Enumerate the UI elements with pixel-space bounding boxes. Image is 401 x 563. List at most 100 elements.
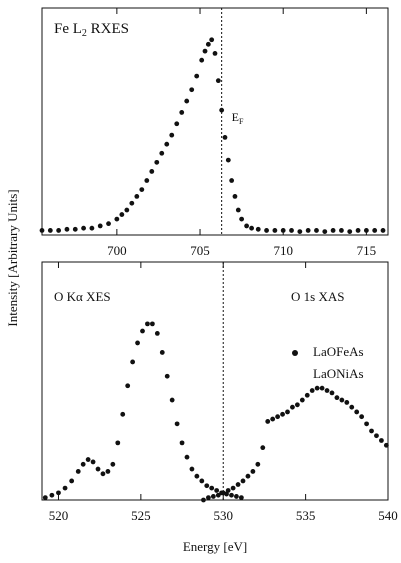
data-point [339, 397, 345, 403]
data-point [184, 98, 190, 104]
data-point [49, 492, 55, 498]
data-point [297, 229, 303, 234]
data-point [245, 473, 251, 479]
data-point [210, 494, 216, 499]
x-tick-label: 520 [49, 508, 69, 523]
data-point [230, 485, 236, 491]
annotation: O Kα XES [54, 289, 111, 304]
legend-marker [292, 350, 298, 356]
data-point [90, 459, 96, 465]
data-point [179, 110, 185, 115]
data-point [289, 228, 294, 233]
data-point [189, 87, 195, 93]
data-point [154, 159, 160, 165]
data-point [81, 225, 86, 231]
data-point [374, 433, 379, 439]
data-point [290, 404, 295, 410]
data-point [255, 226, 261, 232]
legend-label: LaONiAs [313, 366, 364, 381]
data-point [215, 492, 221, 498]
data-point [164, 141, 170, 147]
data-point [135, 340, 140, 346]
data-point [129, 200, 135, 206]
data-point [225, 488, 231, 493]
data-point [199, 57, 205, 63]
data-point [285, 409, 290, 415]
data-point [309, 388, 315, 393]
data-point [314, 228, 319, 233]
data-point [144, 178, 150, 183]
data-point [304, 392, 310, 398]
data-point [75, 469, 81, 474]
data-point [201, 497, 206, 503]
data-point [159, 350, 165, 355]
data-point [205, 41, 211, 47]
data-point [363, 228, 369, 233]
data-point [179, 440, 185, 446]
data-point [232, 194, 238, 199]
x-axis-label: Energy [eV] [183, 539, 247, 554]
data-point [164, 373, 170, 379]
data-point [265, 419, 271, 424]
y-axis-label: Intensity [Arbitrary Units] [5, 189, 20, 326]
data-point [130, 359, 136, 365]
data-point [347, 229, 353, 234]
data-point [219, 107, 225, 113]
data-point [106, 221, 111, 227]
data-point [199, 478, 205, 484]
data-point [369, 428, 374, 434]
plot-frame [41, 7, 389, 236]
data-point [149, 169, 155, 174]
data-point [239, 216, 245, 222]
data-point [314, 385, 320, 391]
data-point [229, 178, 235, 183]
data-point [244, 223, 250, 229]
data-point [169, 397, 175, 403]
data-point [344, 400, 350, 405]
data-point [379, 438, 384, 443]
data-point [100, 471, 106, 477]
data-point [124, 207, 130, 213]
data-point [56, 490, 61, 496]
data-point [184, 454, 190, 460]
data-point [270, 416, 276, 422]
fermi-label-part: E [232, 110, 239, 124]
fermi-label: EF [232, 110, 244, 126]
data-point [204, 483, 210, 489]
data-point [47, 228, 53, 233]
data-point [154, 331, 160, 336]
data-point [355, 228, 361, 233]
data-point [56, 228, 62, 233]
data-point [299, 397, 305, 403]
data-point [322, 229, 328, 234]
data-point [72, 226, 78, 232]
data-point [364, 421, 369, 427]
panel-title: Fe L2 RXES [54, 21, 129, 39]
data-point [334, 395, 340, 401]
data-point [372, 228, 378, 233]
x-tick-label: 530 [213, 508, 233, 523]
data-point [272, 228, 278, 233]
data-point [280, 228, 286, 233]
data-point [249, 225, 254, 231]
data-point [110, 461, 116, 467]
data-point [339, 228, 344, 233]
fermi-label-part: F [239, 117, 244, 126]
title-part: Fe L [54, 21, 82, 37]
data-point [260, 445, 266, 451]
data-point [202, 48, 208, 54]
data-point [105, 469, 111, 474]
data-point [125, 383, 131, 389]
title-part: 2 [82, 28, 87, 39]
x-tick-label: 710 [273, 243, 293, 258]
title-part: RXES [87, 21, 129, 37]
data-point [214, 488, 220, 493]
data-point [324, 388, 330, 393]
data-point [383, 442, 389, 448]
x-tick-label: 705 [190, 243, 210, 258]
data-point [114, 216, 120, 222]
data-point [349, 404, 355, 410]
data-point [159, 150, 165, 156]
legend-label: LaOFeAs [313, 344, 364, 359]
